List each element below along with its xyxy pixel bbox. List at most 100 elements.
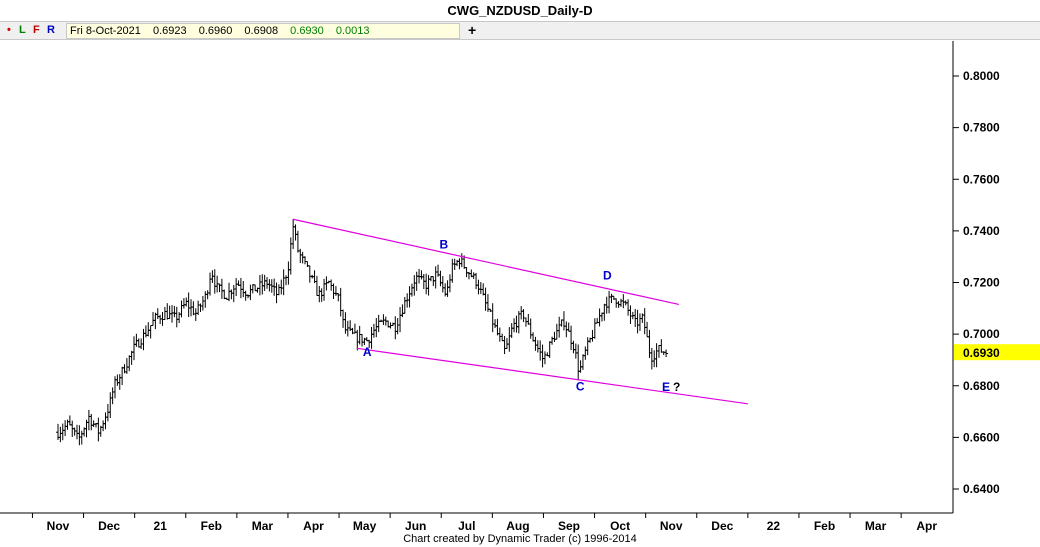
wave-label: E?: [662, 380, 680, 394]
price-bar: [333, 286, 338, 296]
price-bar: [345, 320, 350, 337]
price-bar: [497, 327, 502, 342]
price-bar: [170, 305, 175, 323]
price-bar: [628, 305, 633, 324]
price-bar: [276, 284, 281, 296]
price-bar: [590, 329, 595, 342]
price-bar: [196, 300, 201, 315]
x-tick-label: Jun: [405, 519, 426, 533]
price-bar: [317, 285, 322, 303]
price-bar: [65, 419, 70, 430]
price-bar: [611, 295, 616, 301]
price-bar: [474, 272, 479, 290]
price-bar: [222, 289, 227, 300]
trendline-upper[interactable]: [292, 218, 679, 306]
x-tick-label: Mar: [865, 519, 887, 533]
price-bar: [607, 290, 612, 314]
price-bar: [561, 311, 566, 331]
toolbar-l-button[interactable]: L: [19, 24, 26, 36]
price-bar: [621, 294, 626, 309]
info-open: 0.6923: [152, 25, 187, 37]
price-bar: [390, 322, 395, 327]
price-bar: [493, 319, 498, 328]
y-tick-label: 0.7000: [963, 327, 1000, 341]
x-tick-label: Sep: [558, 519, 580, 533]
price-bar: [260, 274, 265, 295]
price-bar: [523, 317, 528, 327]
price-bar: [507, 327, 512, 352]
add-icon[interactable]: +: [468, 22, 477, 38]
price-bar: [635, 309, 640, 334]
price-bar: [400, 304, 405, 318]
price-info-box: Fri 8-Oct-2021 0.6923 0.6960 0.6908 0.69…: [66, 23, 460, 39]
price-bar: [573, 343, 578, 359]
price-bar: [481, 283, 486, 296]
price-bar: [203, 291, 208, 308]
price-bar: [191, 301, 196, 316]
price-bar: [338, 287, 343, 317]
price-bar: [63, 420, 68, 437]
y-tick-label: 0.7200: [963, 276, 1000, 290]
price-bar: [476, 279, 481, 295]
price-bar: [174, 306, 179, 328]
price-bar: [504, 337, 509, 349]
price-bar: [205, 290, 210, 300]
trendline-lower[interactable]: [356, 347, 748, 405]
price-bar: [124, 358, 129, 374]
x-tick-label: Dec: [98, 519, 120, 533]
price-bar: [609, 293, 614, 304]
toolbar-dot-button[interactable]: •: [7, 24, 11, 36]
price-bar: [75, 424, 80, 440]
price-bar: [281, 269, 286, 296]
price-bar: [303, 256, 308, 265]
x-tick-label: Apr: [916, 519, 937, 533]
price-bar: [512, 318, 517, 333]
x-tick-label: 21: [154, 519, 168, 533]
price-bar: [291, 218, 296, 249]
price-bar: [445, 280, 450, 297]
price-bar: [79, 430, 84, 445]
info-date: Fri 8-Oct-2021: [70, 25, 141, 37]
price-bar: [483, 287, 488, 311]
price-bar: [654, 343, 659, 368]
wave-label: B: [439, 237, 448, 251]
price-bar: [599, 312, 604, 322]
price-bar: [649, 347, 654, 370]
price-bar: [509, 323, 514, 338]
price-bar: [108, 392, 113, 418]
price-bar: [288, 237, 293, 275]
price-bar: [592, 318, 597, 339]
price-bar: [286, 261, 291, 285]
chart-footer: Chart created by Dynamic Trader (c) 1996…: [403, 533, 637, 545]
price-bar: [295, 230, 300, 253]
price-bar: [526, 313, 531, 325]
price-bar: [219, 278, 224, 299]
x-tick-label: Apr: [303, 519, 324, 533]
price-bar: [642, 308, 647, 335]
price-bar: [438, 270, 443, 287]
price-bar: [433, 266, 438, 289]
price-bar: [293, 224, 298, 241]
price-bar: [580, 354, 585, 370]
price-bar: [447, 274, 452, 293]
price-bar: [324, 276, 329, 291]
price-bar: [412, 275, 417, 296]
toolbar-f-button[interactable]: F: [33, 24, 40, 36]
price-bar: [77, 425, 82, 446]
toolbar-r-button[interactable]: R: [47, 24, 55, 36]
price-bar: [234, 278, 239, 297]
price-bar: [355, 329, 360, 351]
price-bar: [136, 338, 141, 348]
price-bar: [357, 325, 362, 345]
price-bar: [395, 318, 400, 335]
price-bar: [141, 328, 146, 351]
price-bar: [120, 366, 125, 386]
price-bar: [336, 293, 341, 302]
price-bar: [557, 316, 562, 338]
info-change: 0.0013: [335, 25, 370, 37]
price-bar: [200, 295, 205, 311]
price-bar: [186, 292, 191, 317]
price-bar: [72, 427, 77, 436]
price-bar: [307, 265, 312, 283]
